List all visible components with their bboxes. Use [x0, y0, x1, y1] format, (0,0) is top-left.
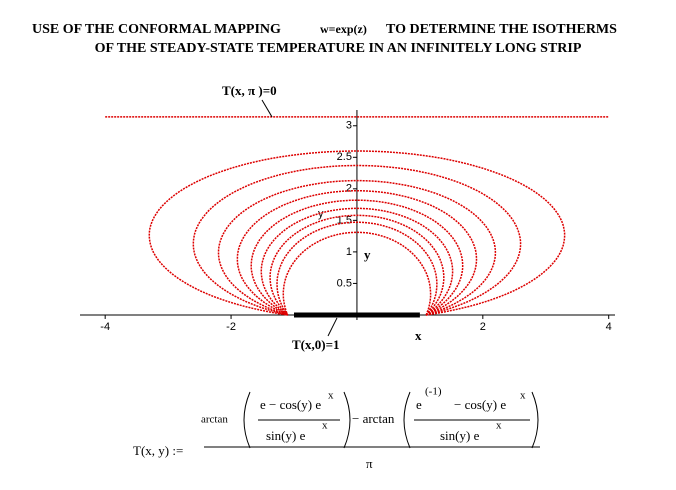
formula-text: e — [416, 397, 422, 412]
y-axis-tag: y — [318, 208, 324, 220]
pointer — [327, 317, 338, 337]
isotherm — [217, 179, 497, 316]
subtitle: OF THE STEADY-STATE TEMPERATURE IN AN IN… — [95, 41, 582, 56]
title-part: w=exp(z) — [320, 22, 367, 36]
formula-text: x — [520, 390, 526, 402]
x-tick-label: -2 — [226, 321, 236, 333]
x-tick-label: -4 — [100, 321, 110, 333]
y-tick-label: 2 — [346, 183, 352, 195]
paren — [403, 391, 411, 449]
isotherm — [250, 199, 464, 316]
isotherm — [276, 221, 438, 316]
formula-text: − cos(y) e — [454, 397, 506, 412]
y-tick-label: 2.5 — [337, 151, 352, 163]
formula-text: π — [366, 456, 373, 471]
formula-text: e − cos(y) e — [260, 397, 321, 412]
x-tick-label: 2 — [480, 321, 486, 333]
bottom-boundary-label: T(x,0)=1 — [292, 337, 340, 352]
isotherm — [236, 189, 478, 316]
title-part: TO DETERMINE THE ISOTHERMS — [386, 22, 617, 37]
title-part: USE OF THE CONFORMAL MAPPING — [32, 22, 281, 37]
isotherm — [260, 207, 454, 316]
formula-text: sin(y) e — [266, 428, 306, 443]
formula-text: x — [322, 420, 328, 432]
pointer — [261, 99, 273, 118]
formula-text: sin(y) e — [440, 428, 480, 443]
formula-lhs: T(x, y) := — [133, 443, 183, 458]
isotherm — [269, 214, 445, 316]
y-tick-label: 1 — [346, 246, 352, 258]
paren — [531, 391, 539, 449]
isotherm — [192, 164, 522, 316]
formula-text: − arctan — [352, 411, 395, 426]
paren — [343, 391, 351, 449]
y-axis-label: y — [364, 247, 371, 262]
x-axis-label: x — [415, 328, 422, 343]
y-tick-label: 3 — [346, 120, 352, 132]
paren — [243, 391, 251, 449]
top-boundary-label: T(x, π )=0 — [222, 83, 277, 98]
formula-text: arctan — [201, 414, 228, 426]
y-tick-label: 0.5 — [337, 277, 352, 289]
formula-text: x — [328, 390, 334, 402]
isotherm — [282, 231, 432, 316]
formula-text: (-1) — [425, 386, 442, 398]
x-tick-label: 4 — [606, 321, 612, 333]
formula-text: x — [496, 420, 502, 432]
formula: T(x, y) := arctan e − cos(y) e x sin(y) … — [133, 386, 540, 471]
isotherm — [148, 150, 566, 316]
